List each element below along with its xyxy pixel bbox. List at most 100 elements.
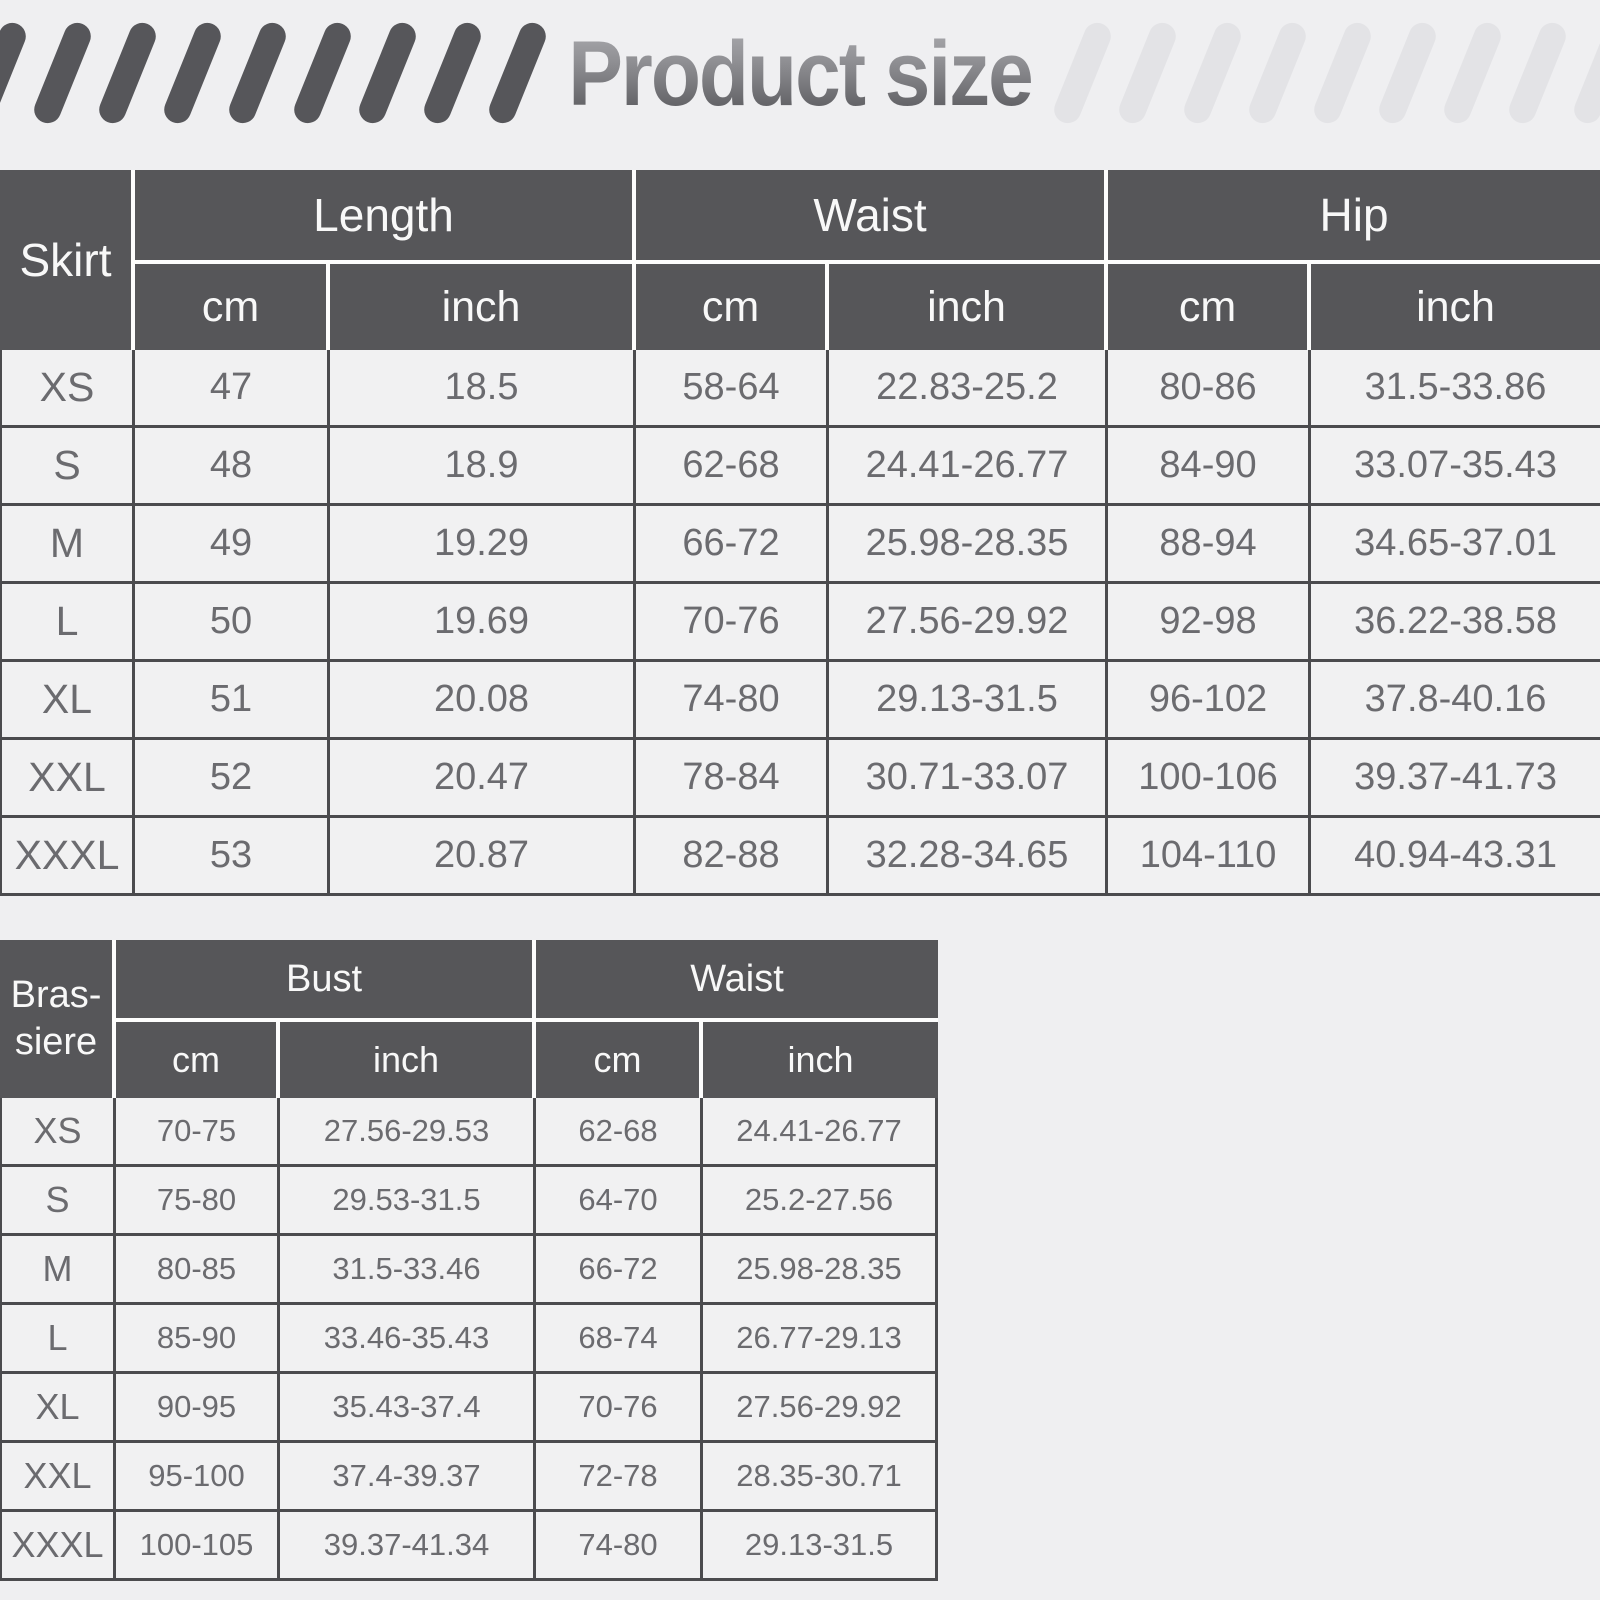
group-header-row: Bras- siere Bust Waist <box>0 940 939 1098</box>
table-row: XS 70-75 27.56-29.53 62-68 24.41-26.77 <box>0 1098 939 1167</box>
data-cell: 62-68 <box>536 1098 704 1167</box>
data-cell: 80-86 <box>1108 350 1312 428</box>
data-cell: 33.46-35.43 <box>280 1305 537 1374</box>
corner-label-skirt: Skirt <box>0 170 135 350</box>
data-cell: 100-106 <box>1108 740 1312 818</box>
data-cell: 29.13-31.5 <box>703 1512 939 1581</box>
data-cell: 35.43-37.4 <box>280 1374 537 1443</box>
column-group-length: Length <box>135 170 637 264</box>
data-cell: 100-105 <box>116 1512 280 1581</box>
data-cell: 70-76 <box>536 1374 704 1443</box>
size-label: XXXL <box>0 1512 116 1581</box>
data-cell: 72-78 <box>536 1443 704 1512</box>
data-cell: 20.08 <box>330 662 637 740</box>
data-cell: 51 <box>135 662 330 740</box>
unit-label: cm <box>135 264 330 350</box>
data-cell: 82-88 <box>636 818 830 896</box>
corner-label-brassiere: Bras- siere <box>0 940 116 1098</box>
data-cell: 20.87 <box>330 818 637 896</box>
data-cell: 24.41-26.77 <box>829 428 1109 506</box>
table-row: M 49 19.29 66-72 25.98-28.35 88-94 34.65… <box>0 506 1600 584</box>
data-cell: 80-85 <box>116 1236 280 1305</box>
group-header-row: Skirt Length Waist Hip <box>0 170 1600 350</box>
data-cell: 25.98-28.35 <box>703 1236 939 1305</box>
corner-label-line: siere <box>14 1021 98 1063</box>
data-cell: 95-100 <box>116 1443 280 1512</box>
table-row: S 48 18.9 62-68 24.41-26.77 84-90 33.07-… <box>0 428 1600 506</box>
data-cell: 39.37-41.73 <box>1311 740 1600 818</box>
unit-label: inch <box>280 1022 537 1098</box>
data-cell: 19.29 <box>330 506 637 584</box>
unit-label: cm <box>536 1022 704 1098</box>
data-cell: 22.83-25.2 <box>829 350 1109 428</box>
data-cell: 85-90 <box>116 1305 280 1374</box>
size-label: XS <box>0 350 135 428</box>
unit-label: cm <box>1108 264 1312 350</box>
data-cell: 25.2-27.56 <box>703 1167 939 1236</box>
data-cell: 66-72 <box>536 1236 704 1305</box>
data-cell: 18.5 <box>330 350 637 428</box>
unit-label: inch <box>330 264 637 350</box>
page-title: Product size <box>568 22 1034 127</box>
data-cell: 32.28-34.65 <box>829 818 1109 896</box>
data-cell: 36.22-38.58 <box>1311 584 1600 662</box>
unit-label: cm <box>636 264 830 350</box>
column-group-waist: Waist <box>636 170 1109 264</box>
size-label: XXL <box>0 1443 116 1512</box>
data-cell: 84-90 <box>1108 428 1312 506</box>
table-row: L 85-90 33.46-35.43 68-74 26.77-29.13 <box>0 1305 939 1374</box>
decorative-stripes-right-icon <box>1050 18 1600 128</box>
data-cell: 34.65-37.01 <box>1311 506 1600 584</box>
column-group-waist: Waist <box>536 940 939 1022</box>
size-label: XXXL <box>0 818 135 896</box>
data-cell: 96-102 <box>1108 662 1312 740</box>
data-cell: 58-64 <box>636 350 830 428</box>
table-row: XXXL 53 20.87 82-88 32.28-34.65 104-110 … <box>0 818 1600 896</box>
size-label: XL <box>0 1374 116 1443</box>
table-row: XL 51 20.08 74-80 29.13-31.5 96-102 37.8… <box>0 662 1600 740</box>
size-label: XL <box>0 662 135 740</box>
data-cell: 20.47 <box>330 740 637 818</box>
size-label: M <box>0 506 135 584</box>
data-cell: 37.4-39.37 <box>280 1443 537 1512</box>
data-cell: 31.5-33.86 <box>1311 350 1600 428</box>
data-cell: 48 <box>135 428 330 506</box>
data-cell: 74-80 <box>536 1512 704 1581</box>
table-row: XXXL 100-105 39.37-41.34 74-80 29.13-31.… <box>0 1512 939 1581</box>
data-cell: 70-75 <box>116 1098 280 1167</box>
data-cell: 28.35-30.71 <box>703 1443 939 1512</box>
table-row: L 50 19.69 70-76 27.56-29.92 92-98 36.22… <box>0 584 1600 662</box>
column-group-hip: Hip <box>1108 170 1600 264</box>
size-label: L <box>0 584 135 662</box>
data-cell: 26.77-29.13 <box>703 1305 939 1374</box>
table-row: S 75-80 29.53-31.5 64-70 25.2-27.56 <box>0 1167 939 1236</box>
data-cell: 88-94 <box>1108 506 1312 584</box>
data-cell: 74-80 <box>636 662 830 740</box>
skirt-size-table: Skirt Length Waist Hip cm inch cm inch c… <box>0 170 1600 896</box>
data-cell: 78-84 <box>636 740 830 818</box>
data-cell: 50 <box>135 584 330 662</box>
data-cell: 90-95 <box>116 1374 280 1443</box>
data-cell: 18.9 <box>330 428 637 506</box>
data-cell: 64-70 <box>536 1167 704 1236</box>
data-cell: 25.98-28.35 <box>829 506 1109 584</box>
table-row: XXL 52 20.47 78-84 30.71-33.07 100-106 3… <box>0 740 1600 818</box>
data-cell: 27.56-29.53 <box>280 1098 537 1167</box>
unit-label: inch <box>703 1022 939 1098</box>
data-cell: 29.13-31.5 <box>829 662 1109 740</box>
size-label: M <box>0 1236 116 1305</box>
data-cell: 62-68 <box>636 428 830 506</box>
unit-header-row: cm inch cm inch cm inch <box>0 264 1600 350</box>
brassiere-size-table: Bras- siere Bust Waist cm inch cm inch X… <box>0 940 939 1581</box>
data-cell: 27.56-29.92 <box>829 584 1109 662</box>
data-cell: 52 <box>135 740 330 818</box>
data-cell: 104-110 <box>1108 818 1312 896</box>
data-cell: 47 <box>135 350 330 428</box>
data-cell: 29.53-31.5 <box>280 1167 537 1236</box>
data-cell: 27.56-29.92 <box>703 1374 939 1443</box>
data-cell: 37.8-40.16 <box>1311 662 1600 740</box>
size-label: XXL <box>0 740 135 818</box>
data-cell: 24.41-26.77 <box>703 1098 939 1167</box>
unit-label: inch <box>1311 264 1600 350</box>
unit-label: cm <box>116 1022 280 1098</box>
